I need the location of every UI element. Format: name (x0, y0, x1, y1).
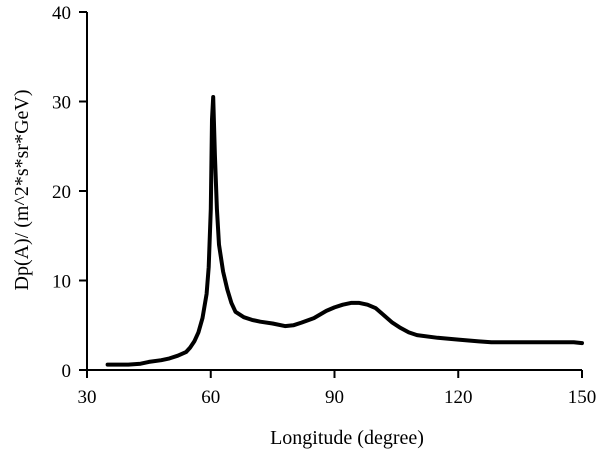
axes: 0 10 20 30 40 30 60 90 120 150 (52, 3, 596, 408)
y-tick-label: 40 (52, 3, 71, 24)
x-tick-label: 120 (444, 387, 473, 408)
x-tick-label: 150 (568, 387, 597, 408)
y-tick-label: 10 (52, 272, 71, 293)
x-tick-label: 90 (325, 387, 344, 408)
x-tick-label: 60 (201, 387, 220, 408)
y-axis-title: Dp(A)/ (m^2*s*sr*GeV) (11, 89, 33, 290)
y-tick-label: 20 (52, 182, 71, 203)
series-line-1 (105, 95, 584, 367)
x-tick-label: 30 (78, 387, 97, 408)
plot-area (105, 95, 584, 367)
x-axis-title: Longitude (degree) (270, 427, 424, 449)
y-tick-label: 0 (62, 361, 72, 382)
y-tick-label: 30 (52, 93, 71, 114)
